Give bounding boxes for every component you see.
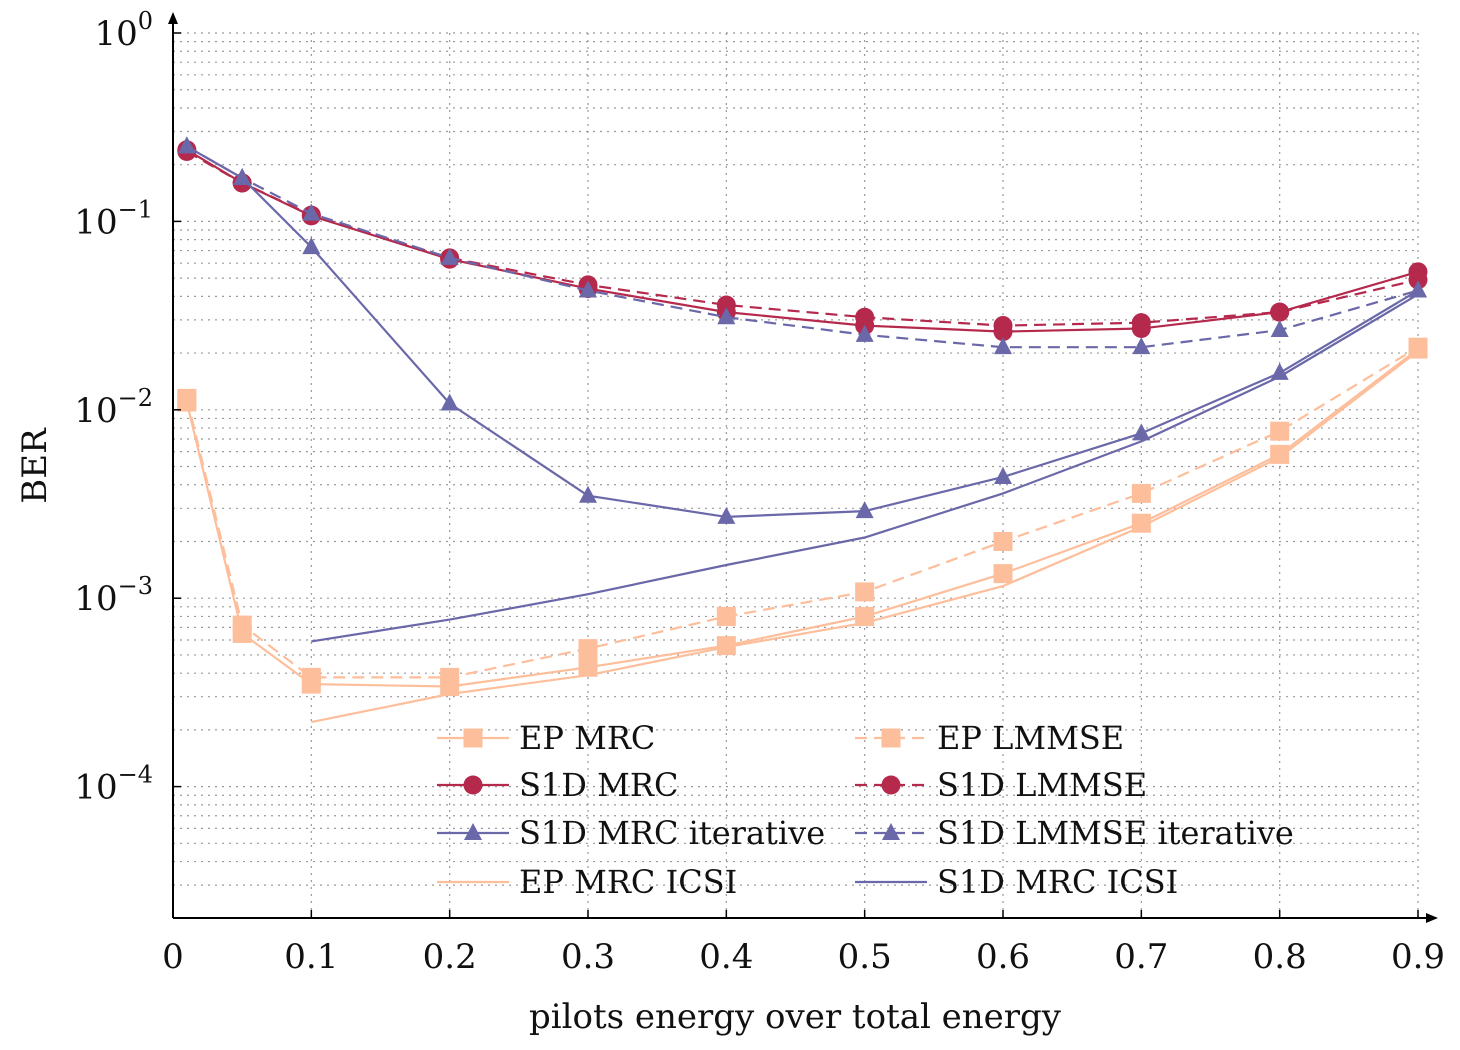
legend-item: S1D MRC ICSI bbox=[855, 863, 1178, 901]
legend-swatch-marker bbox=[464, 823, 482, 840]
data-point bbox=[177, 136, 196, 154]
series-s1d-mrc bbox=[177, 140, 1428, 342]
legend: EP MRC EP LMMSE S1D MRC S1D LMMSE S1D MRC it… bbox=[437, 719, 1294, 901]
series-ep-mrc bbox=[177, 339, 1428, 696]
x-tick-label: 0.9 bbox=[1391, 937, 1445, 977]
legend-swatch-marker bbox=[463, 775, 483, 795]
data-point bbox=[855, 501, 874, 519]
x-tick-label: 0.8 bbox=[1253, 937, 1307, 977]
series-s1d-lmmse-iterative bbox=[177, 136, 1427, 355]
legend-label: S1D LMMSE iterative bbox=[937, 814, 1294, 852]
data-point bbox=[578, 639, 598, 659]
data-point bbox=[716, 606, 736, 626]
legend-swatch-marker bbox=[882, 823, 900, 840]
data-point bbox=[994, 337, 1012, 355]
data-point bbox=[440, 393, 459, 411]
grid bbox=[173, 32, 1419, 918]
x-tick-label: 0 bbox=[162, 937, 184, 977]
data-point bbox=[578, 657, 598, 677]
data-point bbox=[993, 564, 1013, 584]
legend-item: S1D MRC iterative bbox=[437, 814, 825, 852]
series-ep-mrc-icsi bbox=[311, 350, 1419, 724]
series-line bbox=[185, 348, 1419, 688]
x-tick-label: 0.3 bbox=[561, 937, 615, 977]
y-tick-label: 10−3 bbox=[74, 572, 153, 619]
data-point bbox=[1409, 280, 1427, 298]
data-point bbox=[1408, 337, 1428, 357]
legend-label: EP MRC bbox=[519, 719, 655, 757]
data-point bbox=[301, 667, 321, 687]
axes bbox=[168, 12, 1438, 923]
legend-label: S1D LMMSE bbox=[937, 766, 1147, 804]
data-point bbox=[1270, 421, 1290, 441]
data-point bbox=[1131, 313, 1151, 333]
x-tick-label: 0.4 bbox=[699, 937, 753, 977]
data-point bbox=[1131, 483, 1151, 503]
data-point bbox=[302, 237, 321, 255]
data-point bbox=[717, 307, 736, 325]
data-point bbox=[579, 280, 597, 298]
legend-item: S1D LMMSE iterative bbox=[855, 814, 1294, 852]
data-point bbox=[1132, 337, 1151, 355]
series-line bbox=[311, 293, 1419, 643]
series-line bbox=[185, 346, 1419, 679]
y-tick-label: 100 bbox=[94, 7, 153, 54]
legend-swatch-marker bbox=[881, 728, 901, 748]
legend-item: EP MRC bbox=[437, 719, 655, 757]
data-point bbox=[1408, 270, 1428, 290]
series-s1d-mrc-iterative bbox=[177, 136, 1427, 524]
legend-swatch-marker bbox=[881, 775, 901, 795]
x-tick-label: 0.1 bbox=[284, 937, 338, 977]
series-line bbox=[186, 145, 1419, 519]
series-line bbox=[186, 150, 1419, 327]
data-point bbox=[302, 203, 321, 221]
data-point bbox=[232, 615, 252, 635]
legend-label: S1D MRC ICSI bbox=[937, 863, 1178, 901]
data-point bbox=[440, 667, 460, 687]
series-ep-lmmse bbox=[177, 337, 1428, 687]
data-point bbox=[1132, 423, 1151, 441]
data-point bbox=[233, 167, 252, 185]
legend-swatch-marker bbox=[463, 728, 483, 748]
data-point bbox=[1270, 320, 1289, 338]
series-line bbox=[186, 145, 1419, 349]
legend-item: EP MRC ICSI bbox=[437, 863, 737, 901]
data-point bbox=[579, 485, 597, 503]
x-tick-label: 0.2 bbox=[423, 937, 477, 977]
legend-label: S1D MRC iterative bbox=[519, 814, 825, 852]
y-tick-label: 10−4 bbox=[74, 761, 153, 808]
series-group bbox=[177, 136, 1428, 724]
x-tick-label: 0.6 bbox=[976, 937, 1030, 977]
series-line bbox=[186, 148, 1419, 333]
data-point bbox=[716, 295, 736, 315]
legend-label: EP LMMSE bbox=[937, 719, 1124, 757]
series-line bbox=[311, 350, 1419, 724]
data-point bbox=[1270, 302, 1290, 322]
legend-label: EP MRC ICSI bbox=[519, 863, 737, 901]
data-point bbox=[855, 307, 875, 327]
ticks: 0 0.1 0.2 0.3 0.4 0.5 0.6 0.7 0.8 0.9 100 10−1 10−2 1… bbox=[74, 7, 1445, 977]
x-axis-label: pilots energy over total energy bbox=[529, 997, 1062, 1037]
data-point bbox=[1270, 362, 1289, 380]
legend-label: S1D MRC bbox=[519, 766, 678, 804]
series-s1d-mrc-icsi bbox=[311, 293, 1419, 643]
data-point bbox=[994, 466, 1012, 484]
data-point bbox=[440, 247, 459, 265]
legend-item: S1D LMMSE bbox=[855, 766, 1147, 804]
data-point bbox=[717, 506, 736, 524]
legend-item: EP LMMSE bbox=[855, 719, 1124, 757]
data-point bbox=[993, 316, 1013, 336]
y-axis-label: BER bbox=[15, 427, 55, 504]
legend-item: S1D MRC bbox=[437, 766, 678, 804]
data-point bbox=[177, 388, 197, 408]
data-point bbox=[716, 636, 736, 656]
data-point bbox=[855, 582, 875, 602]
y-tick-label: 10−1 bbox=[74, 195, 153, 242]
data-point bbox=[993, 531, 1013, 551]
y-tick-label: 10−2 bbox=[74, 384, 153, 431]
data-point bbox=[855, 324, 874, 342]
x-tick-label: 0.5 bbox=[838, 937, 892, 977]
x-tick-label: 0.7 bbox=[1114, 937, 1168, 977]
